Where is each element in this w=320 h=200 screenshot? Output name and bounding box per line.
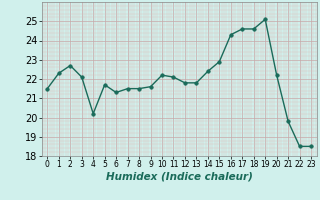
X-axis label: Humidex (Indice chaleur): Humidex (Indice chaleur) — [106, 172, 252, 182]
